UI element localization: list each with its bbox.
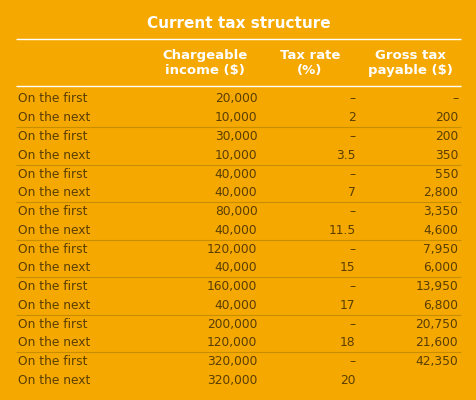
Text: On the first: On the first <box>18 205 87 218</box>
Text: 40,000: 40,000 <box>214 186 257 199</box>
Text: 20: 20 <box>339 374 355 387</box>
Text: On the first: On the first <box>18 92 87 106</box>
Text: 18: 18 <box>339 336 355 350</box>
Text: On the first: On the first <box>18 355 87 368</box>
Text: 350: 350 <box>434 149 457 162</box>
Text: –: – <box>349 130 355 143</box>
Text: 10,000: 10,000 <box>214 149 257 162</box>
Text: 3,350: 3,350 <box>422 205 457 218</box>
Text: 42,350: 42,350 <box>415 355 457 368</box>
Text: On the next: On the next <box>18 299 90 312</box>
Text: 2,800: 2,800 <box>422 186 457 199</box>
Text: On the next: On the next <box>18 374 90 387</box>
Text: –: – <box>349 92 355 106</box>
Text: 20,000: 20,000 <box>214 92 257 106</box>
Text: On the next: On the next <box>18 261 90 274</box>
Text: 4,600: 4,600 <box>422 224 457 237</box>
Text: On the first: On the first <box>18 318 87 331</box>
Text: 160,000: 160,000 <box>207 280 257 293</box>
Text: 2: 2 <box>347 111 355 124</box>
Text: 200: 200 <box>434 111 457 124</box>
Text: 17: 17 <box>339 299 355 312</box>
Text: –: – <box>349 355 355 368</box>
Text: 40,000: 40,000 <box>214 261 257 274</box>
Text: 40,000: 40,000 <box>214 299 257 312</box>
Text: On the next: On the next <box>18 111 90 124</box>
Text: On the next: On the next <box>18 336 90 350</box>
Text: 11.5: 11.5 <box>327 224 355 237</box>
Text: 20,750: 20,750 <box>415 318 457 331</box>
Text: On the next: On the next <box>18 186 90 199</box>
Text: 40,000: 40,000 <box>214 168 257 180</box>
Text: Chargeable
income ($): Chargeable income ($) <box>162 49 247 77</box>
Text: –: – <box>349 318 355 331</box>
Text: 80,000: 80,000 <box>214 205 257 218</box>
Text: 21,600: 21,600 <box>415 336 457 350</box>
Text: 320,000: 320,000 <box>207 374 257 387</box>
Text: 200,000: 200,000 <box>207 318 257 331</box>
Text: On the next: On the next <box>18 149 90 162</box>
Text: –: – <box>451 92 457 106</box>
Text: On the next: On the next <box>18 224 90 237</box>
Text: 3.5: 3.5 <box>335 149 355 162</box>
Text: On the first: On the first <box>18 130 87 143</box>
Text: Gross tax
payable ($): Gross tax payable ($) <box>367 49 452 77</box>
Text: 200: 200 <box>434 130 457 143</box>
Text: –: – <box>349 243 355 256</box>
Text: 10,000: 10,000 <box>214 111 257 124</box>
Text: 40,000: 40,000 <box>214 224 257 237</box>
Text: 120,000: 120,000 <box>207 336 257 350</box>
Text: 7,950: 7,950 <box>422 243 457 256</box>
Text: Tax rate
(%): Tax rate (%) <box>279 49 339 77</box>
Text: 13,950: 13,950 <box>415 280 457 293</box>
Text: On the first: On the first <box>18 280 87 293</box>
Text: Current tax structure: Current tax structure <box>147 16 329 31</box>
Text: 6,800: 6,800 <box>422 299 457 312</box>
Text: On the first: On the first <box>18 168 87 180</box>
Text: 30,000: 30,000 <box>214 130 257 143</box>
Text: On the first: On the first <box>18 243 87 256</box>
Text: –: – <box>349 280 355 293</box>
Text: 320,000: 320,000 <box>207 355 257 368</box>
Text: 550: 550 <box>434 168 457 180</box>
Text: 120,000: 120,000 <box>207 243 257 256</box>
Text: 6,000: 6,000 <box>422 261 457 274</box>
Text: –: – <box>349 205 355 218</box>
Text: –: – <box>349 168 355 180</box>
Text: 15: 15 <box>339 261 355 274</box>
Text: 7: 7 <box>347 186 355 199</box>
